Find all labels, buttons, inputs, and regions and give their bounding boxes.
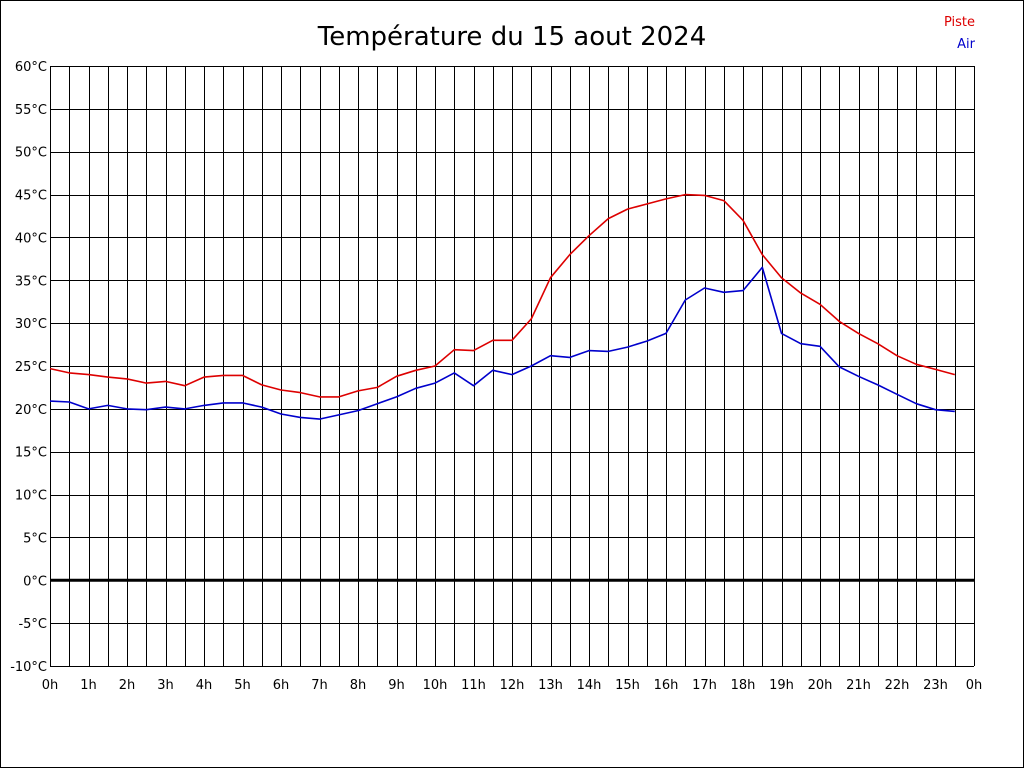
x-tick-label: 9h [388, 678, 405, 693]
x-tick-label: 7h [311, 678, 328, 693]
x-tick-label: 0h [966, 678, 983, 693]
x-tick-label: 1h [80, 678, 97, 693]
x-tick-label: 16h [654, 678, 679, 693]
y-axis-ticks: 60°C 55°C 50°C 45°C 40°C 35°C 30°C 25°C 20°C 15°C… [10, 60, 47, 675]
legend: Piste Air [944, 15, 976, 52]
series-line-piste [49, 193, 956, 398]
x-tick-label: 0h [42, 678, 59, 693]
y-tick-label: 60°C [15, 60, 47, 75]
y-tick-label: 30°C [15, 317, 47, 332]
series-lines [49, 193, 956, 420]
x-tick-label: 20h [808, 678, 833, 693]
x-axis-ticks: 0h 1h 2h 3h 4h 5h 6h 7h 8h 9h 10h 11h 12h 13h 14h 15h 16… [42, 678, 983, 693]
y-tick-label: 10°C [15, 489, 47, 504]
x-tick-label: 18h [731, 678, 756, 693]
x-tick-label: 3h [157, 678, 174, 693]
y-tick-label: 25°C [15, 360, 47, 375]
grid [50, 66, 975, 667]
x-tick-label: 23h [923, 678, 948, 693]
x-tick-label: 2h [119, 678, 136, 693]
y-tick-label: 45°C [15, 189, 47, 204]
x-tick-label: 13h [538, 678, 563, 693]
x-tick-label: 8h [350, 678, 367, 693]
x-tick-label: 17h [692, 678, 717, 693]
y-tick-label: 20°C [15, 403, 47, 418]
x-tick-label: 21h [846, 678, 871, 693]
legend-item-piste: Piste [944, 15, 975, 30]
x-tick-label: 6h [273, 678, 290, 693]
x-tick-label: 12h [500, 678, 525, 693]
y-tick-label: -10°C [10, 660, 47, 675]
y-tick-label: 5°C [23, 531, 47, 546]
x-tick-label: 15h [615, 678, 640, 693]
y-tick-label: -5°C [18, 617, 47, 632]
y-tick-label: 40°C [15, 231, 47, 246]
x-tick-label: 14h [577, 678, 602, 693]
series-line-air [49, 266, 955, 420]
y-tick-label: 50°C [15, 146, 47, 161]
y-tick-label: 0°C [23, 574, 47, 589]
y-tick-label: 35°C [15, 274, 47, 289]
x-tick-label: 11h [461, 678, 486, 693]
x-tick-label: 5h [234, 678, 251, 693]
y-tick-label: 55°C [15, 103, 47, 118]
x-tick-label: 22h [885, 678, 910, 693]
x-tick-label: 19h [769, 678, 794, 693]
x-tick-label: 4h [196, 678, 213, 693]
legend-item-air: Air [957, 37, 976, 52]
y-tick-label: 15°C [15, 446, 47, 461]
chart-title: Température du 15 aout 2024 [317, 22, 707, 52]
x-tick-label: 10h [423, 678, 448, 693]
